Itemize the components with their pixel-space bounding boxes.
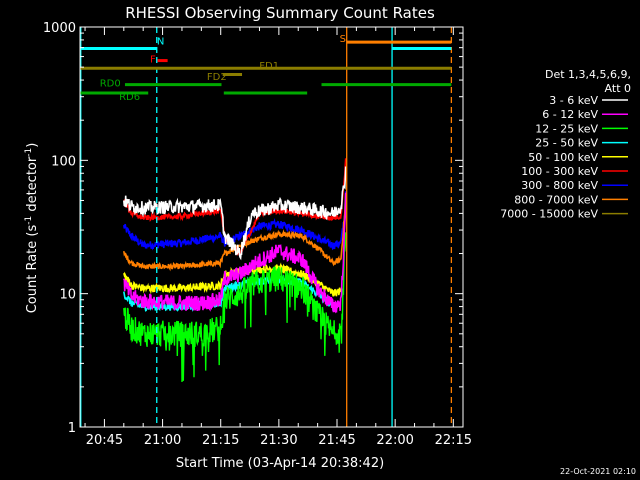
legend-title-line: Att 0	[605, 82, 631, 95]
flag-label-s: S	[340, 34, 346, 45]
x-tick-label: 21:00	[144, 433, 181, 448]
plot-border	[79, 26, 464, 428]
legend-title-line: Det 1,3,4,5,6,9,	[545, 68, 631, 81]
x-tick-label: 21:45	[318, 433, 355, 448]
flag-label-fd1: FD1	[259, 61, 279, 72]
legend-label: 100 - 300 keV	[521, 165, 598, 178]
legend-label: 300 - 800 keV	[521, 179, 598, 192]
y-tick-label: 1000	[43, 21, 76, 36]
flag-label-f: F	[150, 55, 156, 66]
series-line-6-12kev	[123, 192, 347, 314]
flag-label-rd6: RD6	[119, 92, 140, 103]
legend-label: 12 - 25 keV	[535, 122, 598, 135]
x-tick-label: 20:45	[86, 433, 123, 448]
y-tick-label: 1	[68, 421, 76, 436]
flag-label-rd0: RD0	[100, 78, 121, 89]
legend-label: 7000 - 15000 keV	[500, 208, 598, 221]
x-tick-label: 22:15	[435, 433, 472, 448]
x-axis-label: Start Time (03-Apr-14 20:38:42)	[176, 456, 384, 471]
series-line-300-800kev	[123, 191, 347, 251]
y-tick-label: 100	[51, 154, 76, 169]
y-tick-label: 10	[59, 288, 76, 303]
legend-label: 3 - 6 keV	[549, 94, 598, 107]
x-tick-label: 21:15	[202, 433, 239, 448]
axes: 20:45 21:00 21:15 21:30 21:45 22:00 22:15 1 10 10…	[43, 21, 472, 448]
series-line-25-50kev	[123, 274, 342, 312]
x-tick-label: 22:00	[376, 433, 413, 448]
legend-label: 6 - 12 keV	[542, 108, 598, 121]
legend-label: 800 - 7000 keV	[514, 193, 598, 206]
flag-label-n: N	[157, 37, 164, 48]
x-tick-label: 21:30	[260, 433, 297, 448]
series-line-12-25kev	[123, 232, 347, 383]
legend-label: 25 - 50 keV	[535, 137, 598, 150]
plot-area: N S F FD1 FD2 RD0 RD6	[80, 27, 453, 427]
legend-label: 50 - 100 keV	[528, 151, 598, 164]
y-axis-label: Count Rate (s-1 detector-1)	[24, 143, 40, 314]
series-line-3-6kev	[123, 166, 347, 261]
chart-title: RHESSI Observing Summary Count Rates	[125, 4, 435, 22]
flag-label-fd2: FD2	[207, 72, 227, 83]
timestamp: 22-Oct-2021 02:10	[560, 467, 636, 476]
plot-frame	[79, 26, 464, 428]
